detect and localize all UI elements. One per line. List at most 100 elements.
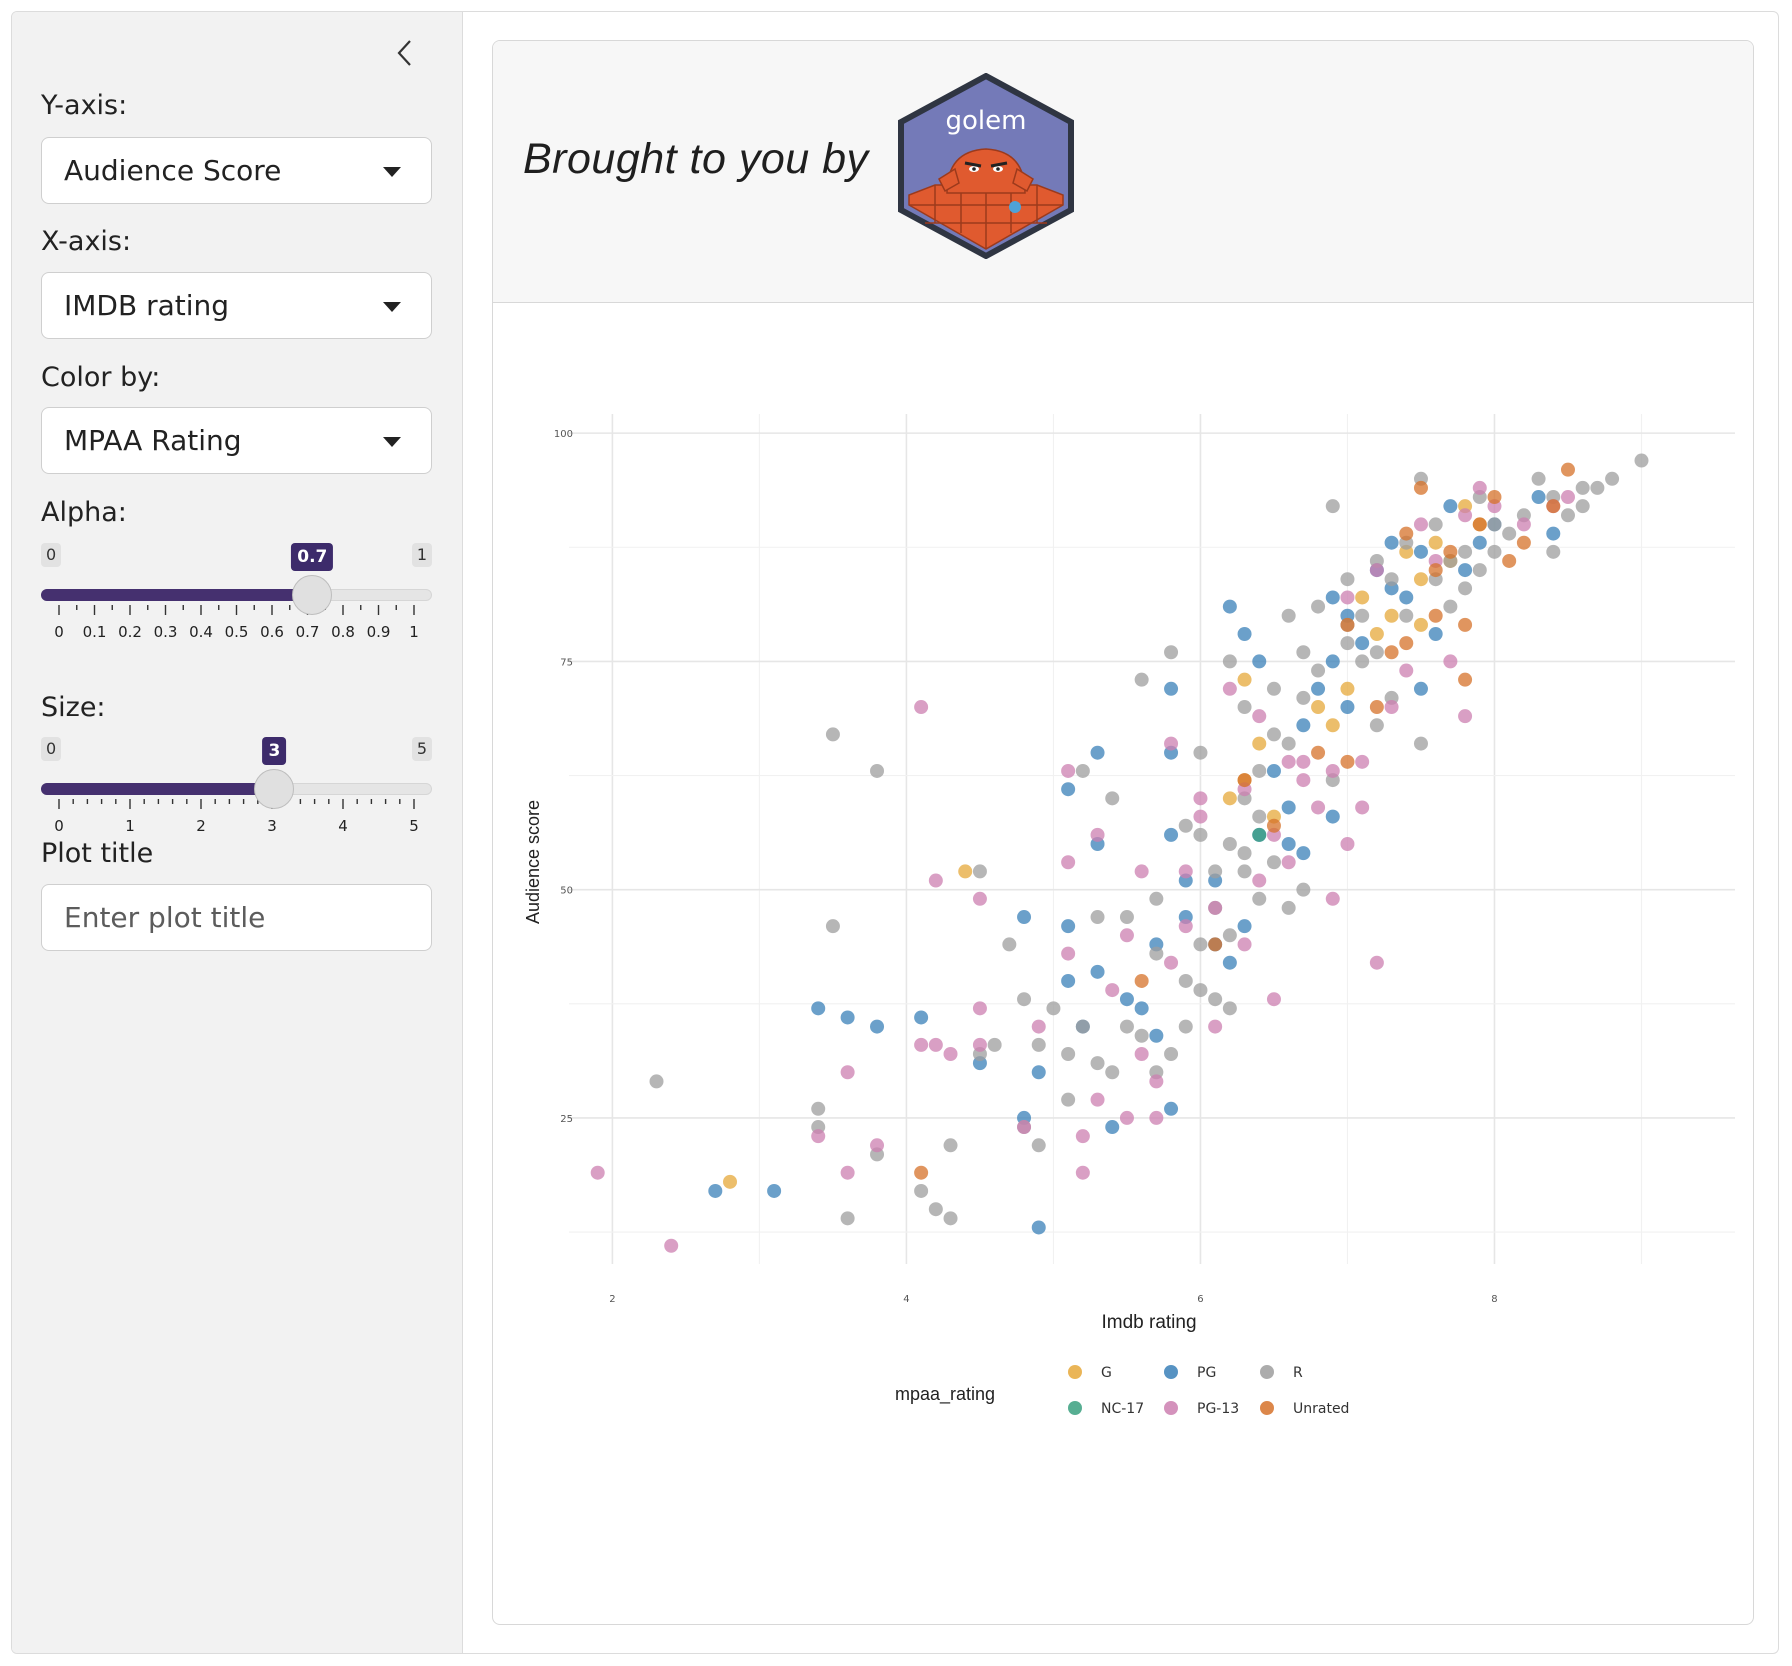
point-r — [1634, 453, 1649, 468]
point-pg — [1222, 599, 1237, 614]
y-axis-select[interactable]: Audience Score — [41, 137, 432, 204]
point-r — [1428, 517, 1443, 532]
point-r — [1134, 1028, 1149, 1043]
point-pg — [1325, 654, 1340, 669]
alpha-tick-label: 0.4 — [189, 623, 213, 641]
point-g — [1340, 681, 1355, 696]
point-r — [1105, 1065, 1120, 1080]
point-r — [1075, 763, 1090, 778]
point-pg — [811, 1001, 826, 1016]
point-g — [1413, 572, 1428, 587]
point-unrated — [914, 1165, 929, 1180]
point-pg — [1105, 1120, 1120, 1135]
x-axis-label: X-axis: — [41, 226, 132, 257]
point-r — [1222, 837, 1237, 851]
axis-ticks: 2 4 6 8 25 50 75 100 — [554, 429, 1498, 1305]
point-pg — [767, 1183, 782, 1198]
alpha-slider[interactable]: 0 1 0.7 0 0.1 0.2 0.3 0.4 0.5 0.6 0.7 0.8 0.9 1 — [41, 543, 432, 643]
collapse-sidebar-button[interactable] — [390, 38, 420, 68]
point-pg-13 — [1090, 827, 1105, 842]
point-pg-13 — [972, 1001, 987, 1016]
point-r — [1340, 572, 1355, 587]
point-unrated — [1443, 544, 1458, 559]
point-g — [1311, 700, 1326, 715]
point-r — [1281, 608, 1296, 623]
point-unrated — [1413, 480, 1428, 495]
point-pg-13 — [1369, 563, 1384, 578]
point-r — [1311, 599, 1326, 614]
point-pg-13 — [870, 1138, 885, 1153]
point-r — [825, 727, 840, 742]
golem-hex-logo[interactable]: golem — [895, 73, 1077, 259]
point-pg-13 — [1413, 517, 1428, 532]
point-pg — [1428, 627, 1443, 641]
size-handle[interactable] — [254, 769, 295, 809]
point-r — [987, 1037, 1002, 1052]
point-r — [1487, 544, 1502, 559]
color-by-select[interactable]: MPAA Rating — [41, 407, 432, 474]
x-tick-label: 6 — [1197, 1294, 1203, 1305]
size-value-badge: 3 — [262, 737, 287, 765]
scatter-plot: 2 4 6 8 25 50 75 100 Imdb rating Audience score… — [523, 414, 1735, 1417]
sidebar: Y-axis: Audience Score X-axis: IMDB rati… — [12, 12, 463, 1653]
point-r — [928, 1202, 943, 1217]
point-r — [1531, 471, 1546, 486]
point-r — [972, 864, 987, 879]
point-r — [1061, 1047, 1076, 1061]
legend-swatch-pg-13 — [1164, 1401, 1178, 1415]
point-unrated — [1516, 535, 1531, 550]
point-pg-13 — [1399, 663, 1414, 678]
legend-swatch-r — [1260, 1365, 1274, 1379]
point-pg-13 — [928, 873, 943, 888]
color-by-label: Color by: — [41, 362, 161, 393]
point-g — [1325, 718, 1340, 733]
plot-title-input[interactable] — [41, 884, 432, 951]
point-pg-13 — [1105, 983, 1120, 998]
point-pg-13 — [1325, 763, 1340, 778]
point-g — [1369, 627, 1384, 641]
point-pg — [1296, 718, 1311, 733]
point-pg-13 — [1311, 800, 1326, 815]
point-g — [1413, 617, 1428, 632]
point-pg-13 — [1560, 490, 1575, 505]
point-unrated — [1340, 617, 1355, 632]
point-r — [1369, 718, 1384, 733]
point-pg-13 — [1281, 754, 1296, 769]
legend-swatch-nc-17 — [1068, 1401, 1082, 1415]
point-r — [1252, 809, 1267, 824]
point-unrated — [1458, 617, 1473, 632]
size-slider[interactable]: 0 5 3 0 1 2 3 4 5 — [41, 737, 432, 837]
point-r — [1296, 645, 1311, 660]
alpha-tick-label: 0.9 — [367, 623, 391, 641]
legend-swatch-unrated — [1260, 1401, 1274, 1415]
y-axis-label: Y-axis: — [41, 90, 128, 121]
point-pg-13 — [811, 1129, 826, 1144]
point-pg-13 — [943, 1047, 958, 1061]
size-tick-label: 0 — [54, 817, 64, 835]
point-g — [1355, 590, 1370, 605]
point-r — [1031, 1037, 1046, 1052]
point-pg-13 — [1149, 1110, 1164, 1125]
point-pg — [1472, 535, 1487, 550]
point-r — [1222, 1001, 1237, 1016]
point-pg — [1031, 1220, 1046, 1235]
point-pg — [1325, 809, 1340, 824]
point-pg — [1531, 490, 1546, 505]
alpha-min-label: 0 — [41, 543, 62, 567]
point-pg-13 — [1178, 919, 1193, 934]
point-r — [1178, 1019, 1193, 1034]
point-pg — [708, 1183, 723, 1198]
alpha-tick-scale: 0 0.1 0.2 0.3 0.4 0.5 0.6 0.7 0.8 0.9 1 — [54, 605, 419, 641]
point-pg-13 — [1296, 773, 1311, 788]
alpha-handle[interactable] — [292, 575, 333, 615]
point-r — [1222, 654, 1237, 669]
size-tick-label: 2 — [196, 817, 206, 835]
point-r — [1443, 599, 1458, 614]
point-pg-13 — [1164, 955, 1179, 970]
point-unrated — [1134, 973, 1149, 988]
x-axis-select[interactable]: IMDB rating — [41, 272, 432, 339]
point-pg-13 — [1075, 1165, 1090, 1180]
point-pg-13 — [1017, 1120, 1032, 1135]
y-tick-label: 75 — [560, 657, 573, 668]
point-r — [1266, 681, 1281, 696]
